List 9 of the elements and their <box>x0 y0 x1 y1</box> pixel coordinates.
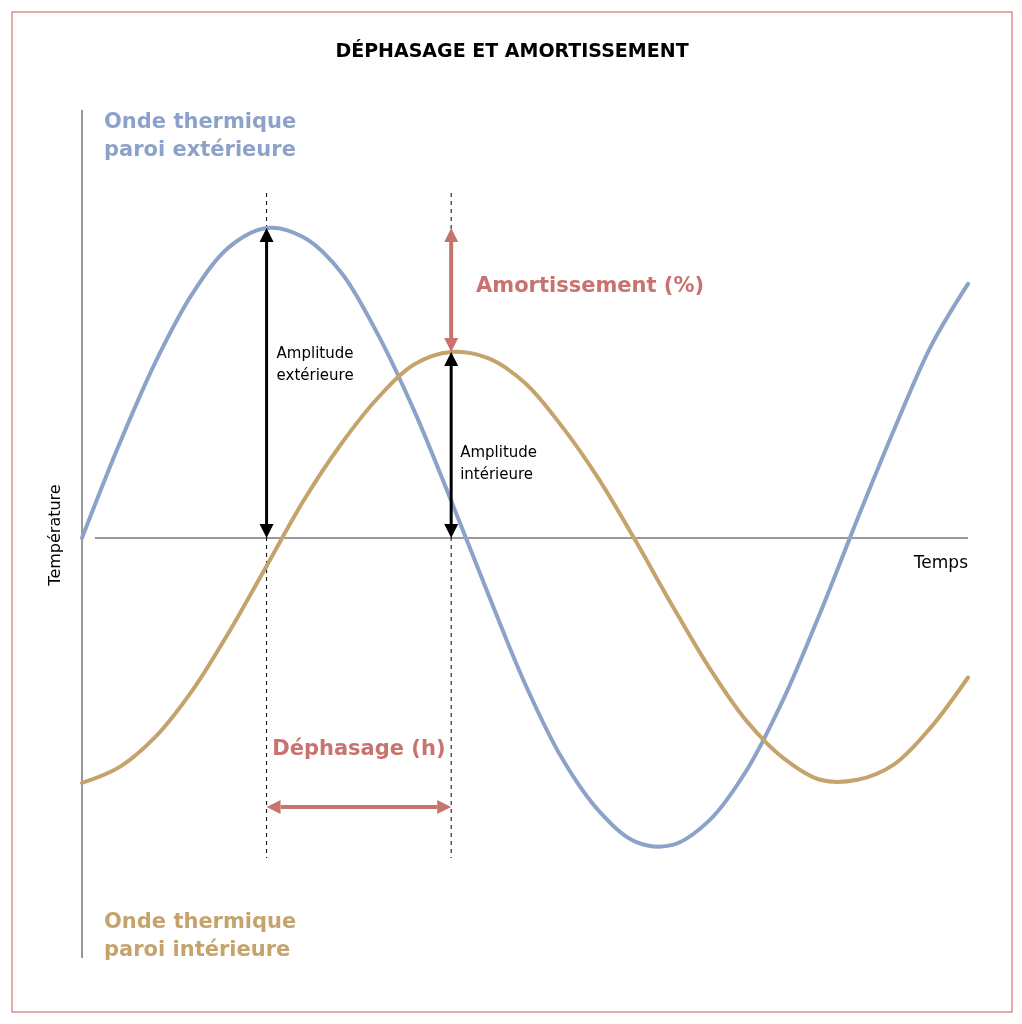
annotation: Amortissement (%) <box>476 273 705 297</box>
x-axis-title: Temps <box>912 552 969 572</box>
text: Onde thermique paroi intérieure <box>104 909 297 961</box>
annotation: Déphasage (h) <box>272 736 446 760</box>
chart-title: DÉPHASAGE ET AMORTISSEMENT <box>335 39 689 61</box>
annotation: Amplitude extérieure <box>276 344 354 384</box>
text: Onde thermique paroi extérieure <box>104 109 297 161</box>
y-axis-title: Température <box>45 484 64 587</box>
annotation: Amplitude intérieure <box>460 443 538 483</box>
